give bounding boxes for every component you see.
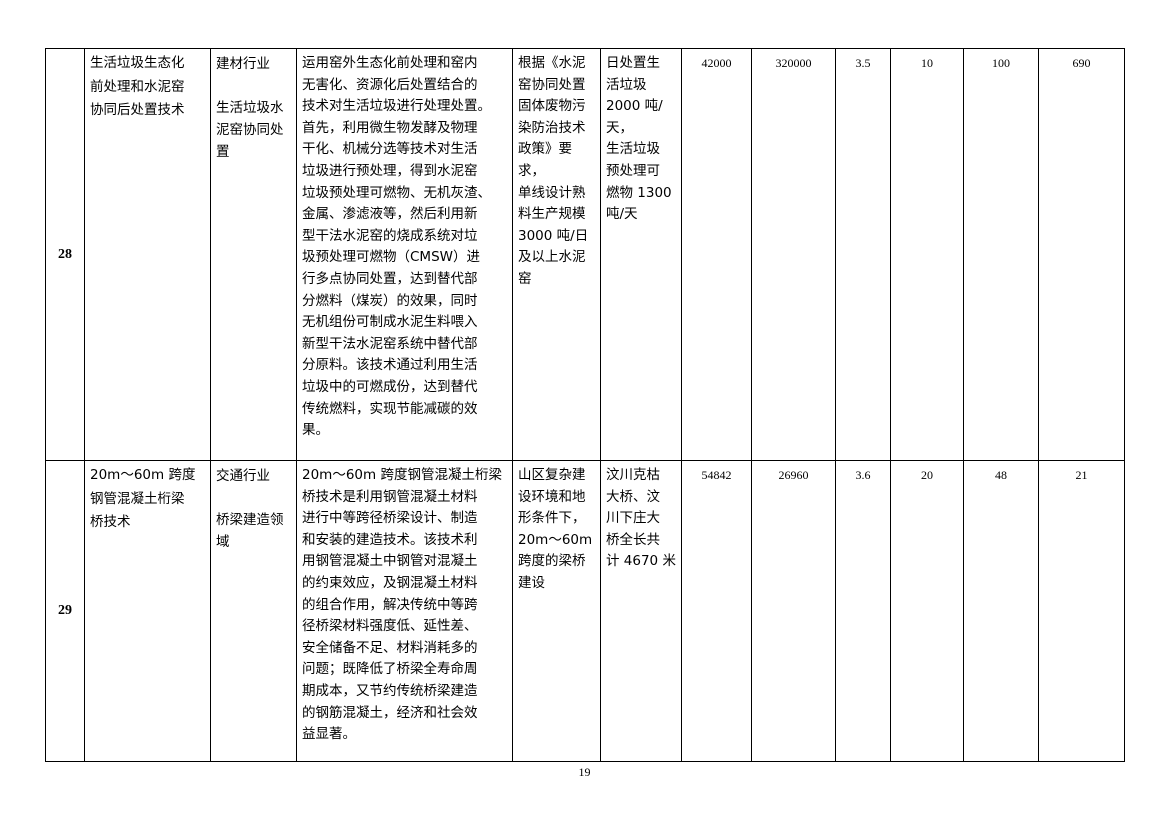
- value-cell: 21: [1038, 460, 1125, 762]
- value-cell: 690: [1038, 48, 1125, 461]
- technology-name: 生活垃圾生态化 前处理和水泥窑 协同后处置技术: [84, 48, 211, 461]
- technology-name: 20m～60m 跨度 钢管混凝土桁梁 桥技术: [84, 460, 211, 762]
- page-number: 19: [578, 765, 591, 779]
- value-cell: 3.5: [835, 48, 891, 461]
- value-cell: 54842: [681, 460, 752, 762]
- value-cell: 320000: [751, 48, 836, 461]
- applicable-conditions: 山区复杂建 设环境和地 形条件下， 20m～60m 跨度的梁桥 建设: [512, 460, 601, 762]
- value-cell: 48: [963, 460, 1039, 762]
- industry: 交通行业 桥梁建造领 域: [210, 460, 297, 762]
- industry: 建材行业 生活垃圾水 泥窑协同处 置: [210, 48, 297, 461]
- table-row: 28 生活垃圾生态化 前处理和水泥窑 协同后处置技术 建材行业 生活垃圾水 泥窑…: [45, 48, 1125, 461]
- value-cell: 100: [963, 48, 1039, 461]
- typical-case: 日处置生 活垃圾 2000 吨/天， 生活垃圾 预处理可 燃物 1300 吨/天: [600, 48, 682, 461]
- technology-description: 20m～60m 跨度钢管混凝土桁梁 桥技术是利用钢管混凝土材料 进行中等跨径桥梁…: [296, 460, 513, 762]
- row-index: 29: [45, 460, 85, 762]
- row-index: 28: [45, 48, 85, 461]
- table-row: 29 20m～60m 跨度 钢管混凝土桁梁 桥技术 交通行业 桥梁建造领 域 2…: [45, 460, 1125, 762]
- value-cell: 26960: [751, 460, 836, 762]
- typical-case: 汶川克枯 大桥、汶 川下庄大 桥全长共 计 4670 米: [600, 460, 682, 762]
- value-cell: 3.6: [835, 460, 891, 762]
- applicable-conditions: 根据《水泥 窑协同处置 固体废物污 染防治技术 政策》要求， 单线设计熟 料生产…: [512, 48, 601, 461]
- value-cell: 42000: [681, 48, 752, 461]
- technology-table: 28 生活垃圾生态化 前处理和水泥窑 协同后处置技术 建材行业 生活垃圾水 泥窑…: [45, 48, 1125, 762]
- value-cell: 20: [890, 460, 964, 762]
- value-cell: 10: [890, 48, 964, 461]
- technology-description: 运用窑外生态化前处理和窑内 无害化、资源化后处置结合的 技术对生活垃圾进行处理处…: [296, 48, 513, 461]
